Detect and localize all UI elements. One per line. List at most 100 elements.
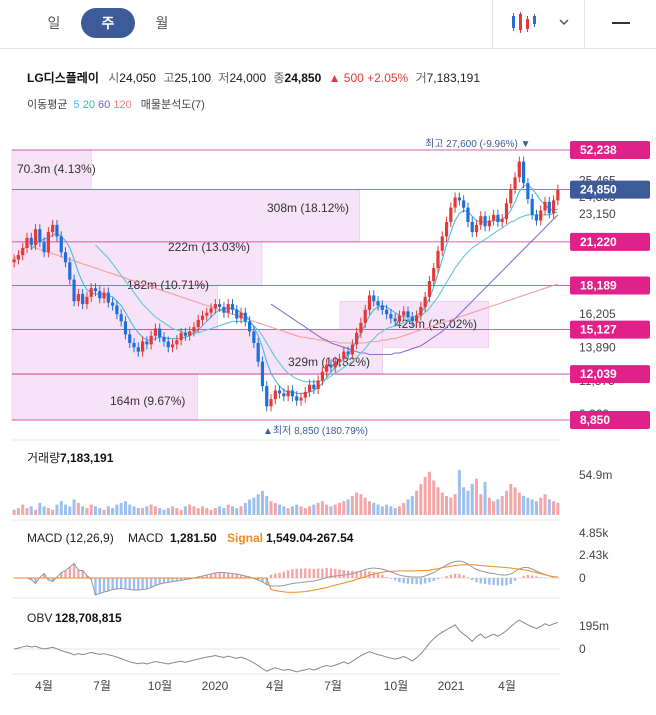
candle-body bbox=[286, 390, 290, 397]
macd-histogram-bar bbox=[522, 575, 525, 578]
ma-20: 20 bbox=[82, 99, 95, 111]
macd-histogram-bar bbox=[171, 578, 174, 582]
candle-body bbox=[325, 364, 329, 372]
menu-icon[interactable] bbox=[612, 22, 630, 24]
volume-bar bbox=[367, 501, 371, 515]
volume-bar bbox=[123, 501, 127, 515]
candle-body bbox=[248, 321, 252, 332]
candle-body bbox=[410, 317, 414, 322]
volume-profile-band bbox=[11, 285, 218, 330]
macd-histogram-bar bbox=[77, 570, 80, 578]
price-level-badge bbox=[570, 232, 650, 251]
macd-histogram-bar bbox=[492, 578, 495, 585]
macd-histogram-bar bbox=[419, 578, 423, 585]
ma-60: 60 bbox=[98, 99, 111, 111]
candle-body bbox=[513, 177, 517, 189]
candle-body bbox=[372, 295, 376, 302]
candle-body bbox=[145, 341, 149, 345]
candle-body bbox=[153, 328, 158, 336]
candle-body bbox=[509, 188, 513, 204]
candle-body bbox=[453, 197, 457, 208]
candle-body bbox=[158, 328, 162, 338]
time-axis-tick: 10월 bbox=[148, 679, 172, 693]
volume-bar bbox=[325, 504, 329, 515]
candle-body bbox=[230, 304, 235, 310]
high-label: 고 bbox=[163, 71, 175, 85]
volume-bar bbox=[372, 502, 376, 515]
macd-histogram-bar bbox=[274, 573, 277, 578]
volume-bar bbox=[419, 483, 423, 515]
candle-body bbox=[136, 347, 140, 352]
candle-body bbox=[474, 224, 479, 233]
volume-bar bbox=[466, 490, 470, 515]
candle-body bbox=[359, 322, 363, 333]
volume-profile-label: 308m (18.12%) bbox=[267, 201, 349, 215]
tab-day[interactable]: 일 bbox=[47, 15, 61, 31]
macd-histogram-bar bbox=[269, 574, 273, 578]
volume-bar bbox=[115, 504, 119, 515]
open-value: 24,050 bbox=[119, 71, 156, 85]
volume-bar bbox=[239, 506, 243, 515]
candle-body bbox=[504, 203, 509, 220]
macd-histogram-bar bbox=[389, 578, 393, 579]
volume-axis-tick: 54.9m bbox=[579, 468, 612, 482]
macd-histogram-bar bbox=[539, 577, 542, 578]
macd-histogram-bar bbox=[72, 563, 76, 578]
volume-bar bbox=[12, 509, 16, 515]
macd-histogram-bar bbox=[436, 578, 440, 580]
volume-bar bbox=[320, 501, 324, 515]
volume-bar bbox=[179, 509, 183, 515]
candle-body bbox=[440, 236, 444, 251]
volume-bar bbox=[34, 509, 38, 515]
volume-bar bbox=[355, 492, 359, 515]
macd-value: 1,281.50 bbox=[170, 531, 217, 545]
volume-bar bbox=[295, 504, 299, 515]
volume-bar bbox=[98, 508, 102, 515]
macd-histogram-bar bbox=[509, 578, 512, 584]
volume-title: 거래량 bbox=[27, 451, 60, 465]
ma-5: 5 bbox=[73, 99, 80, 111]
candle-body bbox=[419, 306, 423, 316]
volume-bar bbox=[119, 502, 123, 515]
macd-histogram-bar bbox=[325, 567, 328, 578]
volume-bar bbox=[102, 509, 106, 515]
divider bbox=[492, 0, 493, 48]
volume-bar bbox=[265, 495, 269, 515]
macd-histogram-bar bbox=[149, 578, 153, 588]
volume-bar bbox=[218, 506, 222, 515]
time-axis-tick: 7월 bbox=[324, 679, 342, 693]
volume-bar bbox=[235, 508, 239, 515]
macd-histogram-bar bbox=[145, 578, 149, 589]
price-level-value: 18,189 bbox=[580, 279, 617, 293]
volume-bar bbox=[402, 502, 406, 515]
macd-histogram-bar bbox=[423, 578, 427, 584]
candle-body bbox=[162, 337, 166, 342]
volume-bar bbox=[513, 487, 517, 515]
candle-body bbox=[539, 210, 543, 221]
tab-week[interactable]: 주 bbox=[81, 8, 135, 38]
volume-bar bbox=[162, 509, 166, 515]
volume-bar bbox=[68, 506, 72, 515]
tab-month[interactable]: 월 bbox=[155, 15, 169, 31]
chart-type-selector[interactable] bbox=[508, 10, 578, 36]
volume-bar bbox=[72, 499, 76, 515]
macd-histogram-bar bbox=[102, 578, 106, 592]
volume-bar bbox=[290, 506, 294, 515]
price-level-badge bbox=[570, 180, 650, 199]
volume-bar bbox=[21, 504, 25, 515]
volume-bar bbox=[273, 502, 277, 515]
volume-bar bbox=[338, 502, 342, 515]
candle-body bbox=[487, 220, 491, 227]
macd-histogram-bar bbox=[64, 570, 67, 578]
candle-body bbox=[256, 342, 260, 362]
volume-bar bbox=[333, 504, 337, 515]
macd-histogram-bar bbox=[445, 576, 448, 578]
ma-120-line bbox=[13, 245, 559, 344]
candle-body bbox=[188, 331, 192, 336]
macd-histogram-bar bbox=[530, 575, 534, 578]
candle-body bbox=[218, 304, 222, 307]
candle-body bbox=[149, 335, 153, 345]
volume-bar bbox=[509, 483, 513, 515]
candle-body bbox=[119, 314, 123, 322]
